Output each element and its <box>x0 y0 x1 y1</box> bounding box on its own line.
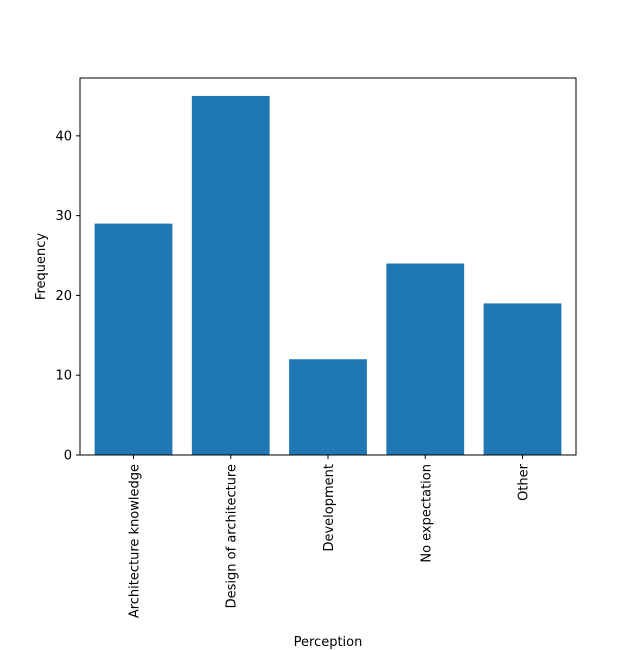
bars-group <box>94 95 562 455</box>
x-tick-label: Design of architecture <box>225 464 240 608</box>
bar-no-expectation <box>386 263 465 455</box>
y-tick-label: 20 <box>55 289 72 304</box>
bar-other <box>483 303 562 455</box>
x-tick-label: No expectation <box>419 464 434 563</box>
y-tick-label: 0 <box>64 449 72 464</box>
bar-design-of-architecture <box>191 95 270 455</box>
x-tick-label: Development <box>322 464 337 552</box>
y-tick-label: 30 <box>55 209 72 224</box>
plot-frame <box>79 77 577 456</box>
y-tick-label: 10 <box>55 369 72 384</box>
bar-development <box>289 359 367 455</box>
x-axis-ticks: Architecture knowledge Design of architec… <box>127 455 532 618</box>
y-tick-label: 40 <box>55 129 72 144</box>
bar-architecture-knowledge <box>94 223 173 455</box>
y-axis-ticks: 0 10 20 30 40 <box>55 129 80 464</box>
x-tick-label: Other <box>517 463 532 501</box>
x-tick-label: Architecture knowledge <box>127 464 142 618</box>
x-axis-label: Perception <box>294 635 363 650</box>
y-axis-label: Frequency <box>34 233 49 300</box>
